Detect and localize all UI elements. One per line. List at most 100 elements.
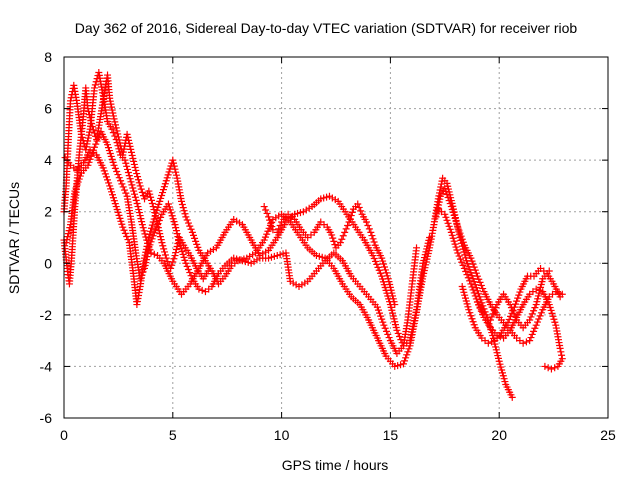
data-point [338, 235, 346, 243]
data-point [85, 131, 93, 139]
data-point [108, 106, 116, 114]
data-point [369, 235, 377, 243]
data-point [505, 315, 513, 323]
data-point [522, 338, 530, 346]
data-point [472, 295, 480, 303]
data-point [109, 129, 117, 137]
data-point [413, 244, 421, 252]
data-point [490, 307, 498, 315]
data-point [108, 155, 116, 163]
data-point [104, 144, 112, 152]
data-point [165, 168, 173, 176]
data-point [168, 261, 176, 269]
data-point [374, 263, 382, 271]
series-track-i [260, 200, 399, 309]
data-point [402, 354, 410, 362]
data-point [143, 253, 151, 261]
data-point [85, 108, 93, 116]
data-point [82, 143, 90, 151]
data-point [369, 252, 377, 260]
data-point [106, 94, 114, 102]
data-point [458, 235, 466, 243]
data-point [206, 264, 214, 272]
data-point [138, 221, 146, 229]
data-point [158, 192, 166, 200]
data-point [531, 304, 539, 312]
data-point [191, 234, 199, 242]
data-point [125, 136, 133, 144]
data-point [114, 130, 122, 138]
data-point [492, 304, 500, 312]
data-point [451, 240, 459, 248]
data-point [198, 286, 206, 294]
data-point [170, 255, 178, 263]
data-points [60, 68, 566, 401]
data-point [405, 345, 413, 353]
data-point [445, 222, 453, 230]
data-point [119, 223, 127, 231]
data-point [141, 264, 149, 272]
data-point [160, 183, 168, 191]
data-point [157, 194, 165, 202]
data-point [120, 145, 128, 153]
data-point [182, 213, 190, 221]
data-point [458, 258, 466, 266]
data-point [506, 301, 514, 309]
data-point [354, 200, 362, 208]
data-point [86, 114, 94, 122]
data-point [146, 241, 154, 249]
data-point [139, 224, 147, 232]
data-point [84, 105, 92, 113]
data-point [195, 285, 203, 293]
data-point [135, 206, 143, 214]
data-point [140, 227, 148, 235]
data-point [171, 165, 179, 173]
data-point [128, 151, 136, 159]
data-point [460, 264, 468, 272]
data-point [556, 344, 564, 352]
data-point [181, 256, 189, 264]
data-point [155, 227, 163, 235]
data-point [370, 254, 378, 262]
data-point [87, 152, 95, 160]
data-point [268, 223, 276, 231]
data-point [526, 337, 534, 345]
data-point [67, 97, 75, 105]
data-point [368, 232, 376, 240]
data-point [122, 159, 130, 167]
data-point [173, 230, 181, 238]
data-point [146, 190, 154, 198]
data-point [124, 236, 132, 244]
data-point [108, 191, 116, 199]
x-tick-label: 10 [274, 427, 290, 443]
data-point [381, 324, 389, 332]
data-point [447, 203, 455, 211]
data-point [114, 208, 122, 216]
data-point [462, 268, 470, 276]
plot-frame [63, 56, 609, 419]
data-point [261, 233, 269, 241]
data-point [83, 140, 91, 148]
data-point [527, 313, 535, 321]
data-point [126, 142, 134, 150]
data-point [184, 219, 192, 227]
data-point [519, 339, 527, 347]
data-point [442, 213, 450, 221]
data-point [88, 123, 96, 131]
data-point [541, 362, 549, 370]
data-point [163, 174, 171, 182]
data-point [128, 181, 136, 189]
data-point [187, 225, 195, 233]
data-point [453, 246, 461, 254]
x-tick-label: 20 [491, 427, 507, 443]
data-point [74, 178, 82, 186]
data-point [381, 266, 389, 274]
data-point [507, 304, 515, 312]
data-point [459, 261, 467, 269]
data-point [513, 297, 521, 305]
data-point [142, 256, 150, 264]
data-point [355, 203, 363, 211]
data-point [488, 338, 496, 346]
data-point [147, 224, 155, 232]
data-point [91, 81, 99, 89]
